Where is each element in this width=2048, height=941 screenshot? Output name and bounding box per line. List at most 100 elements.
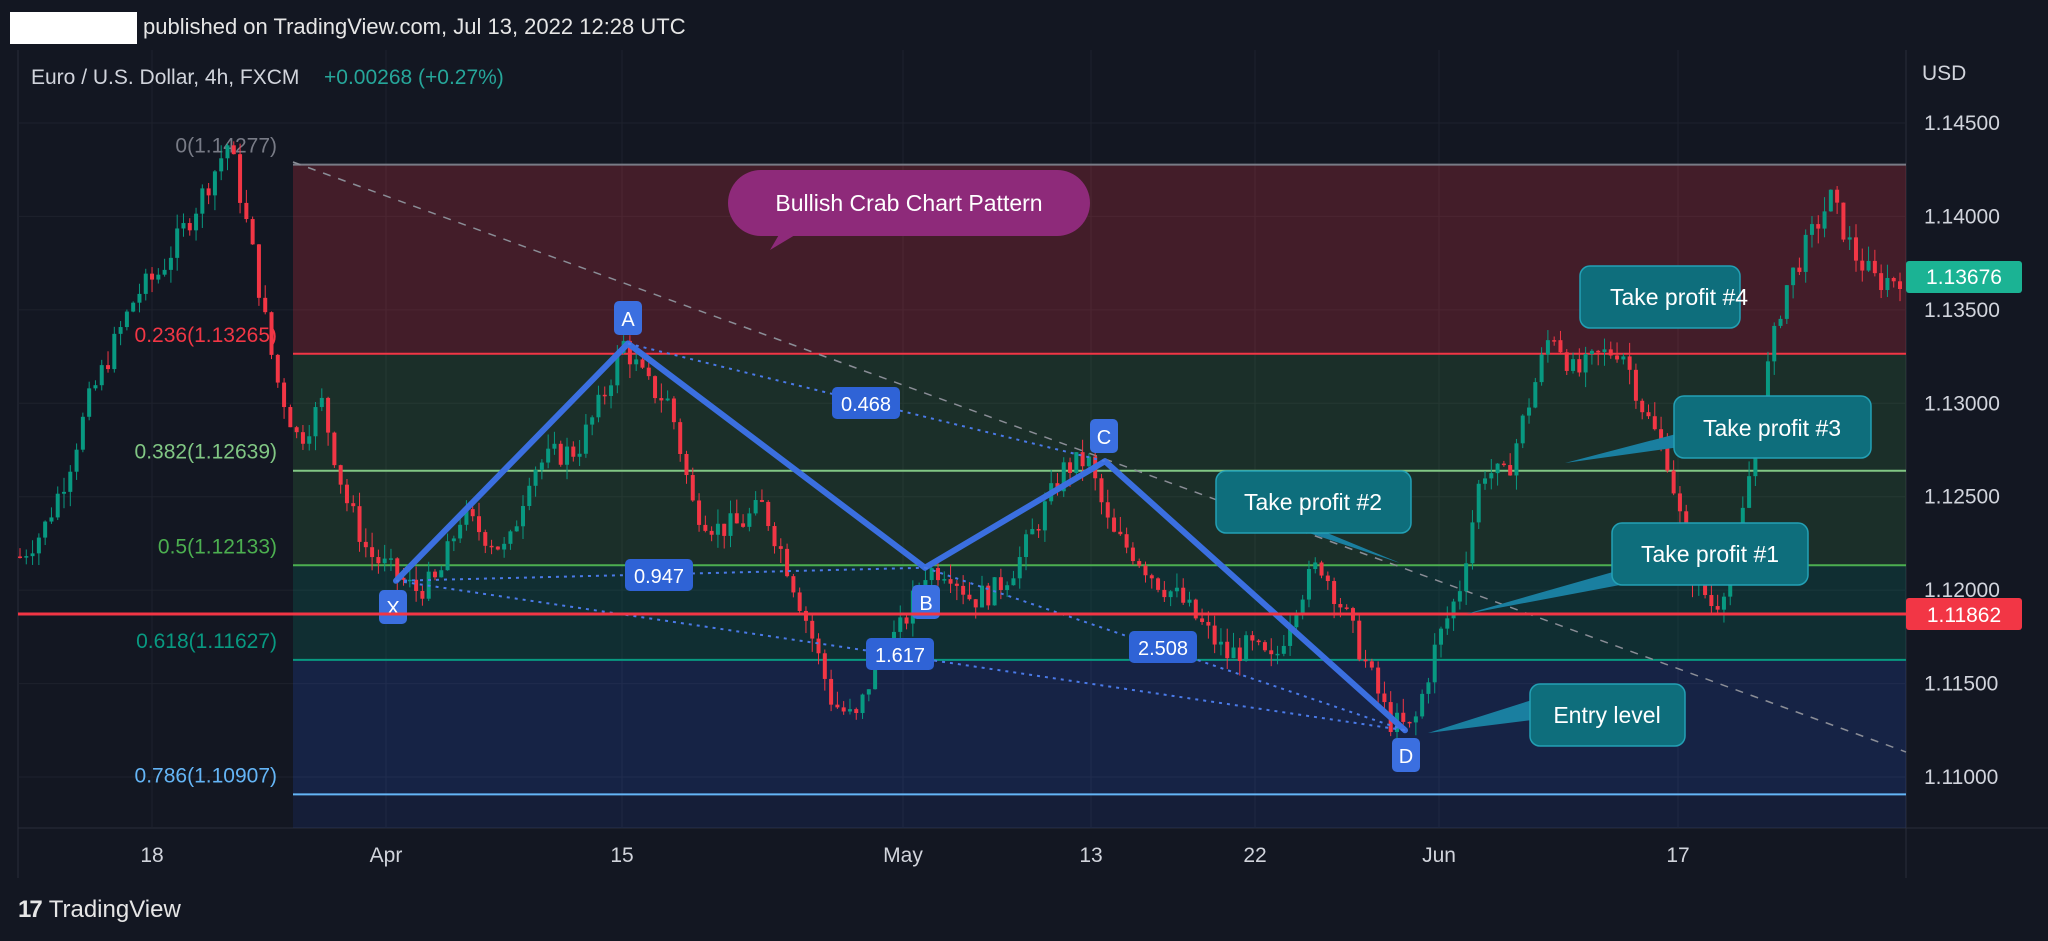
candle-body xyxy=(1149,575,1154,579)
candle-body xyxy=(219,158,224,172)
date-tick-label: 15 xyxy=(610,844,633,867)
candle-body xyxy=(986,585,991,606)
candle-body xyxy=(1457,591,1462,602)
candle-body xyxy=(766,501,771,527)
candle-body xyxy=(1621,356,1626,360)
date-tick-label: 18 xyxy=(140,844,163,867)
candle-body xyxy=(684,454,689,476)
candle-body xyxy=(319,397,324,408)
candle-body xyxy=(1382,693,1387,703)
price-tick-label: 1.13000 xyxy=(1924,392,2000,415)
fib-retracement: 0(1.14277)0.236(1.13265)0.382(1.12639)0.… xyxy=(135,135,1906,828)
candle-body xyxy=(388,558,393,560)
candle-body xyxy=(923,580,928,589)
pattern-point-badge xyxy=(1392,738,1420,772)
fib-level-label: 0.786(1.10907) xyxy=(135,764,277,787)
candle-body xyxy=(860,694,865,714)
candle-body xyxy=(1332,581,1337,605)
candle-body xyxy=(1677,493,1682,512)
time-axis[interactable]: 18 Apr 15 May 13 22 Jun 17 xyxy=(140,844,1689,867)
candle-body xyxy=(609,385,614,396)
candle-body xyxy=(1017,557,1022,579)
pattern-ratio-label: 0.947 xyxy=(634,566,684,588)
candle-body xyxy=(835,704,840,708)
callout-tp4[interactable]: Take profit #4 xyxy=(1579,265,1748,329)
candle-body xyxy=(250,219,255,245)
candle-body xyxy=(344,484,349,504)
candle-body xyxy=(1822,211,1827,229)
candle-body xyxy=(194,213,199,231)
candle-body xyxy=(495,546,500,550)
candle-body xyxy=(797,592,802,611)
candle-body xyxy=(565,446,570,465)
pattern-ratio-badge xyxy=(625,559,693,591)
candle-body xyxy=(822,653,827,679)
candle-body xyxy=(577,453,582,457)
candle-body xyxy=(137,293,142,303)
candle-body xyxy=(1401,712,1406,722)
candle-body xyxy=(18,556,22,559)
candle-body xyxy=(1369,661,1374,668)
candle-body xyxy=(759,500,764,502)
candle-body xyxy=(1250,635,1255,641)
candle-body xyxy=(168,257,173,270)
candle-body xyxy=(1225,641,1230,659)
date-tick-label: Apr xyxy=(370,844,403,867)
candle-body xyxy=(1640,400,1645,413)
candle-body xyxy=(1596,350,1601,353)
candle-body xyxy=(1124,534,1129,548)
callout-tp1[interactable]: Take profit #1 xyxy=(1466,522,1809,614)
trend-line-dashed[interactable] xyxy=(292,161,1907,753)
pattern-point-badge xyxy=(912,585,940,619)
tradingview-logo[interactable]: 17 TradingView xyxy=(18,896,181,924)
date-tick-label: Jun xyxy=(1422,844,1456,867)
callout-title[interactable]: Bullish Crab Chart Pattern xyxy=(728,170,1090,250)
price-tick-label: 1.14500 xyxy=(1924,112,2000,135)
price-axis[interactable]: 1.14500 1.14000 1.13500 1.13000 1.12500 1.120… xyxy=(1924,112,2000,789)
price-tick-label: 1.11000 xyxy=(1924,766,1998,789)
candle-body xyxy=(1451,601,1456,619)
legend-symbol[interactable]: Euro / U.S. Dollar, 4h, FXCM xyxy=(31,66,299,89)
candle-body xyxy=(212,171,217,196)
candle-body xyxy=(785,548,790,577)
candle-body xyxy=(395,558,400,578)
candle-body xyxy=(1872,260,1877,274)
candle-body xyxy=(1306,568,1311,600)
candle-body xyxy=(80,416,85,450)
candle-body xyxy=(1791,267,1796,286)
candle-body xyxy=(1344,607,1349,609)
candle-body xyxy=(1577,359,1582,373)
callout-entry[interactable]: Entry level xyxy=(1428,683,1686,747)
callout-tp3-text: Take profit #3 xyxy=(1703,415,1841,441)
candle-body xyxy=(709,530,714,535)
candle-body xyxy=(1231,647,1236,659)
candle-body xyxy=(514,526,519,532)
candle-body xyxy=(1564,352,1569,371)
chart-svg[interactable]: 0(1.14277)0.236(1.13265)0.382(1.12639)0.… xyxy=(0,0,2048,880)
candle-body xyxy=(772,526,777,547)
callout-tp1-text: Take profit #1 xyxy=(1641,541,1779,567)
candle-body xyxy=(1721,596,1726,610)
candle-body xyxy=(1514,443,1519,476)
candle-body xyxy=(307,436,312,444)
candle-body xyxy=(552,443,557,449)
candle-body xyxy=(143,273,148,294)
pattern-ratio-line xyxy=(627,342,1106,463)
candle-body xyxy=(1200,618,1205,622)
candle-body xyxy=(464,509,469,525)
crab-pattern[interactable]: X A B C D 0.468 0.947 1.617 2.508 xyxy=(379,301,1420,772)
candle-body xyxy=(238,154,243,203)
pattern-ratio-label: 2.508 xyxy=(1138,638,1188,660)
candle-body xyxy=(1633,369,1638,401)
pattern-point-label: B xyxy=(919,593,932,615)
candle-body xyxy=(351,503,356,507)
candle-body xyxy=(112,333,117,370)
candle-body xyxy=(489,545,494,548)
callout-tp2[interactable]: Take profit #2 xyxy=(1215,470,1412,563)
candle-body xyxy=(935,568,940,581)
callout-tp3[interactable]: Take profit #3 xyxy=(1565,395,1872,463)
candle-body xyxy=(1300,599,1305,613)
candle-body xyxy=(99,365,104,386)
candle-body xyxy=(439,570,444,578)
